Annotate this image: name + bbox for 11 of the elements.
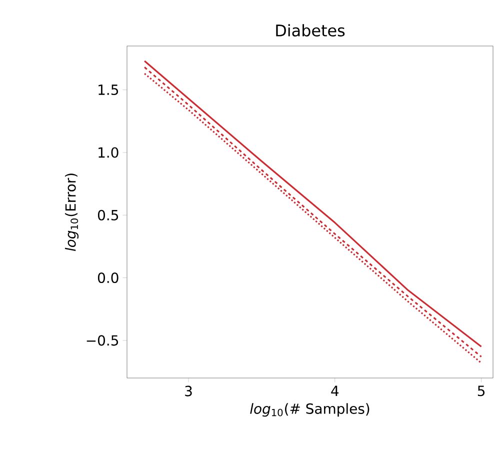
y-axis-title: log$_{10}$(Error)	[65, 174, 79, 252]
chart-title: Diabetes	[276, 24, 345, 36]
y-tick-label: 1.5	[98, 84, 118, 96]
y-tick-label: 1.0	[98, 147, 118, 158]
y-tick-label: 0.5	[98, 210, 118, 220]
x-tick-label: 3	[185, 386, 192, 396]
y-tick-label: −0.5	[86, 335, 118, 346]
x-axis-title: log$_{10}$(# Samples)	[250, 403, 370, 417]
x-tick-label: 4	[331, 386, 339, 396]
y-tick-label: 0.0	[98, 272, 118, 284]
x-tick-label: 5	[478, 386, 485, 396]
